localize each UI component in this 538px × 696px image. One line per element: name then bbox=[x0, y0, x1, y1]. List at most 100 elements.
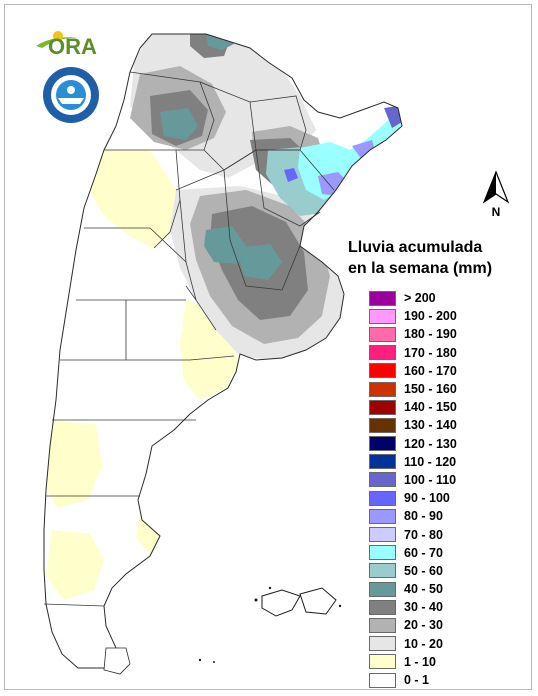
legend-swatch bbox=[369, 308, 396, 324]
legend-label: 110 - 120 bbox=[404, 454, 457, 469]
legend-label: 180 - 190 bbox=[404, 327, 457, 342]
island bbox=[299, 587, 337, 615]
legend-label: 10 - 20 bbox=[404, 636, 443, 651]
legend-row: 120 - 130 bbox=[369, 435, 457, 453]
legend-swatch bbox=[369, 399, 396, 415]
island-dot bbox=[338, 604, 342, 608]
legend-row: > 200 bbox=[369, 289, 457, 307]
rain-zone bbox=[384, 106, 402, 128]
legend-label: 20 - 30 bbox=[404, 618, 443, 633]
north-label: N bbox=[492, 205, 501, 219]
legend-label: 150 - 160 bbox=[404, 382, 457, 397]
legend: > 200 190 - 200 180 - 190 170 - 180 160 - 17… bbox=[369, 289, 457, 689]
legend-title-line1: Lluvia acumulada bbox=[348, 239, 483, 256]
legend-label: 120 - 130 bbox=[404, 436, 457, 451]
legend-swatch bbox=[369, 381, 396, 397]
legend-row: 30 - 40 bbox=[369, 598, 457, 616]
rain-zone bbox=[160, 108, 198, 140]
smn-seal bbox=[42, 66, 100, 124]
legend-swatch bbox=[369, 454, 396, 470]
legend-row: 170 - 180 bbox=[369, 344, 457, 362]
legend-swatch bbox=[369, 672, 396, 688]
legend-row: 0 - 1 bbox=[369, 671, 457, 689]
opa-logo: ORA bbox=[34, 26, 106, 60]
province-border bbox=[255, 149, 321, 227]
legend-swatch bbox=[369, 326, 396, 342]
smn-seal-mark bbox=[43, 67, 99, 123]
legend-label: 1 - 10 bbox=[404, 654, 436, 669]
north-arrow: N bbox=[478, 168, 514, 220]
legend-label: 60 - 70 bbox=[404, 545, 443, 560]
legend-label: > 200 bbox=[404, 291, 436, 306]
legend-row: 190 - 200 bbox=[369, 307, 457, 325]
legend-row: 140 - 150 bbox=[369, 398, 457, 416]
rain-zone bbox=[44, 420, 102, 508]
legend-swatch bbox=[369, 654, 396, 670]
legend-title: Lluvia acumulada en la semana (mm) bbox=[348, 237, 528, 279]
north-arrow-icon: N bbox=[482, 170, 510, 219]
legend-row: 60 - 70 bbox=[369, 544, 457, 562]
legend-label: 170 - 180 bbox=[404, 345, 457, 360]
legend-swatch bbox=[369, 490, 396, 506]
province-border bbox=[179, 199, 217, 331]
legend-row: 130 - 140 bbox=[369, 416, 457, 434]
island-dot bbox=[268, 586, 272, 590]
legend-swatch bbox=[369, 617, 396, 633]
island-dot bbox=[198, 658, 202, 662]
legend-row: 80 - 90 bbox=[369, 507, 457, 525]
legend-swatch bbox=[369, 545, 396, 561]
legend-label: 70 - 80 bbox=[404, 527, 443, 542]
rain-zone bbox=[236, 244, 282, 280]
legend-row: 1 - 10 bbox=[369, 653, 457, 671]
rain-zone bbox=[180, 300, 240, 400]
island-dot bbox=[213, 661, 215, 663]
legend-swatch bbox=[369, 527, 396, 543]
legend-label: 40 - 50 bbox=[404, 582, 443, 597]
island-dot bbox=[254, 598, 258, 602]
legend-row: 20 - 30 bbox=[369, 616, 457, 634]
legend-row: 90 - 100 bbox=[369, 489, 457, 507]
legend-swatch bbox=[369, 290, 396, 306]
seal-globe bbox=[56, 80, 86, 110]
province-border bbox=[43, 603, 105, 607]
province-border bbox=[185, 285, 197, 301]
legend-swatch bbox=[369, 599, 396, 615]
legend-row: 150 - 160 bbox=[369, 380, 457, 398]
legend-label: 90 - 100 bbox=[404, 491, 450, 506]
opa-logo-mark: ORA bbox=[36, 31, 97, 59]
seal-emblem bbox=[58, 98, 84, 104]
legend-swatch bbox=[369, 436, 396, 452]
province-borders bbox=[43, 71, 335, 607]
legend-swatch bbox=[369, 417, 396, 433]
rain-zone bbox=[284, 168, 298, 182]
legend-label: 30 - 40 bbox=[404, 600, 443, 615]
legend-row: 40 - 50 bbox=[369, 580, 457, 598]
island bbox=[261, 589, 301, 617]
legend-swatch bbox=[369, 581, 396, 597]
rain-zone bbox=[204, 226, 246, 264]
legend-label: 190 - 200 bbox=[404, 309, 457, 324]
legend-swatch bbox=[369, 636, 396, 652]
malvinas-islands bbox=[261, 587, 337, 617]
province-border bbox=[223, 169, 301, 291]
legend-label: 140 - 150 bbox=[404, 400, 457, 415]
legend-swatch bbox=[369, 472, 396, 488]
legend-row: 160 - 170 bbox=[369, 362, 457, 380]
legend-label: 0 - 1 bbox=[404, 673, 430, 688]
legend-label: 50 - 60 bbox=[404, 563, 443, 578]
legend-swatch bbox=[369, 563, 396, 579]
legend-row: 10 - 20 bbox=[369, 635, 457, 653]
legend-label: 130 - 140 bbox=[404, 418, 457, 433]
legend-swatch bbox=[369, 508, 396, 524]
legend-row: 110 - 120 bbox=[369, 453, 457, 471]
small-islands bbox=[198, 586, 342, 663]
legend-label: 80 - 90 bbox=[404, 509, 443, 524]
logo-text: ORA bbox=[48, 34, 97, 59]
legend-row: 50 - 60 bbox=[369, 562, 457, 580]
legend-title-line2: en la semana (mm) bbox=[348, 260, 493, 277]
legend-label: 160 - 170 bbox=[404, 363, 457, 378]
seal-sun bbox=[67, 86, 75, 94]
province-border bbox=[129, 71, 215, 151]
legend-label: 100 - 110 bbox=[404, 472, 457, 487]
province-border bbox=[125, 300, 235, 361]
